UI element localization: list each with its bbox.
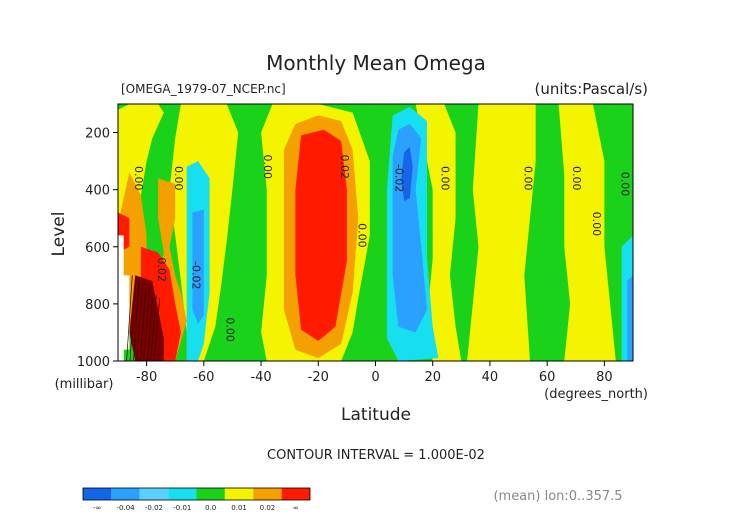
contour-region-6 — [558, 104, 616, 361]
contour-region-4 — [415, 104, 462, 361]
colorbar-swatch — [168, 488, 197, 500]
contour-line — [150, 295, 157, 361]
footer-text: (mean) lon:0..357.5 — [493, 489, 622, 504]
x-axis-label: Latitude — [341, 405, 411, 425]
contour-label: 0.00 — [521, 166, 534, 191]
contour-label: 0.00 — [355, 223, 368, 248]
contour-plot-area: 0.00 0.00 -0.02 0.02 0.00 0.00 0.02 0.00 -0.02 0.… — [117, 103, 634, 362]
colorbar-label: -0.02 — [145, 504, 163, 512]
contour-line — [136, 283, 143, 361]
colorbar-swatch — [111, 488, 140, 500]
colorbar-label: ∞ — [293, 504, 299, 512]
contour-line — [133, 281, 140, 361]
colorbar-label: 0.02 — [260, 504, 276, 512]
y-axis-label: Level — [49, 212, 69, 257]
contour-region-10 — [295, 129, 347, 341]
x-tick-label: -40 — [250, 370, 271, 385]
contour-label: 0.00 — [590, 212, 603, 237]
colorbar-frame — [82, 487, 311, 501]
x-tick-label: -20 — [308, 370, 329, 385]
x-tick-label: 20 — [424, 370, 441, 385]
y-tick-label: 400 — [85, 184, 110, 199]
x-tick-label: 0 — [371, 370, 379, 385]
x-tick-label: 80 — [596, 370, 613, 385]
x-tick-label: -60 — [193, 370, 214, 385]
contour-line — [146, 292, 154, 361]
contour-label: 0.02 — [155, 257, 168, 282]
contour-label: 0.00 — [261, 155, 274, 180]
x-axis-ticks: -80 -60 -40 -20 0 20 40 60 80 — [136, 361, 613, 385]
file-label: [OMEGA_1979-07_NCEP.nc] — [121, 82, 286, 96]
x-axis-units: (degrees_north) — [544, 387, 648, 402]
y-tick-label: 200 — [85, 127, 110, 142]
contour-label: 0.00 — [619, 172, 632, 197]
colorbar-label: -0.01 — [173, 504, 191, 512]
colorbar-swatch — [196, 488, 225, 500]
colorbar-swatch — [253, 488, 282, 500]
x-tick-label: -80 — [136, 370, 157, 385]
colorbar-swatch — [139, 488, 169, 500]
colorbar-swatch — [224, 488, 254, 500]
x-tick-label: 40 — [482, 370, 499, 385]
chart-title: Monthly Mean Omega — [266, 51, 486, 75]
colorbar-swatch — [83, 488, 112, 500]
y-tick-label: 600 — [85, 241, 110, 256]
contour-label: 0.00 — [132, 166, 145, 191]
contour-line — [129, 278, 137, 361]
contour-interval-text: CONTOUR INTERVAL = 1.000E-02 — [267, 448, 485, 463]
contour-line — [139, 286, 147, 361]
contour-label: 0.00 — [224, 317, 237, 342]
x-tick-label: 60 — [539, 370, 556, 385]
y-tick-label: 1000 — [77, 355, 110, 370]
contour-line — [126, 275, 133, 361]
y-axis-units: (millibar) — [55, 377, 114, 392]
contour-label: 0.00 — [172, 166, 185, 191]
units-label: (units:Pascal/s) — [535, 80, 649, 98]
contour-label: -0.02 — [393, 164, 406, 192]
contour-region-14 — [192, 209, 204, 324]
colorbar-label: 0.0 — [205, 504, 216, 512]
y-tick-label: 800 — [85, 298, 110, 313]
contour-line — [153, 298, 161, 361]
contour-labels: 0.00 0.00 -0.02 0.02 0.00 0.00 0.02 0.00 -0.02 0.… — [132, 155, 631, 342]
y-axis-ticks: 200 400 600 800 1000 — [77, 127, 118, 370]
contour-label: 0.00 — [570, 166, 583, 191]
contour-label: 0.02 — [338, 155, 351, 180]
colorbar-label: -∞ — [93, 504, 101, 512]
contour-region-17 — [401, 146, 413, 202]
contour-region-19 — [627, 275, 633, 361]
contour-fills — [118, 104, 633, 361]
contour-region-16 — [392, 124, 427, 333]
colorbar-label: 0.01 — [231, 504, 247, 512]
contour-label: 0.00 — [438, 166, 451, 191]
colorbar-swatch — [281, 488, 310, 500]
contour-region-21 — [118, 235, 130, 361]
contour-label: -0.02 — [189, 261, 202, 289]
colorbar-label: -0.04 — [117, 504, 136, 512]
contour-line — [143, 289, 150, 361]
contour-region-5 — [467, 104, 536, 361]
colorbar: -∞ -0.04 -0.02 -0.01 0.0 0.01 0.02 ∞ — [82, 487, 311, 512]
